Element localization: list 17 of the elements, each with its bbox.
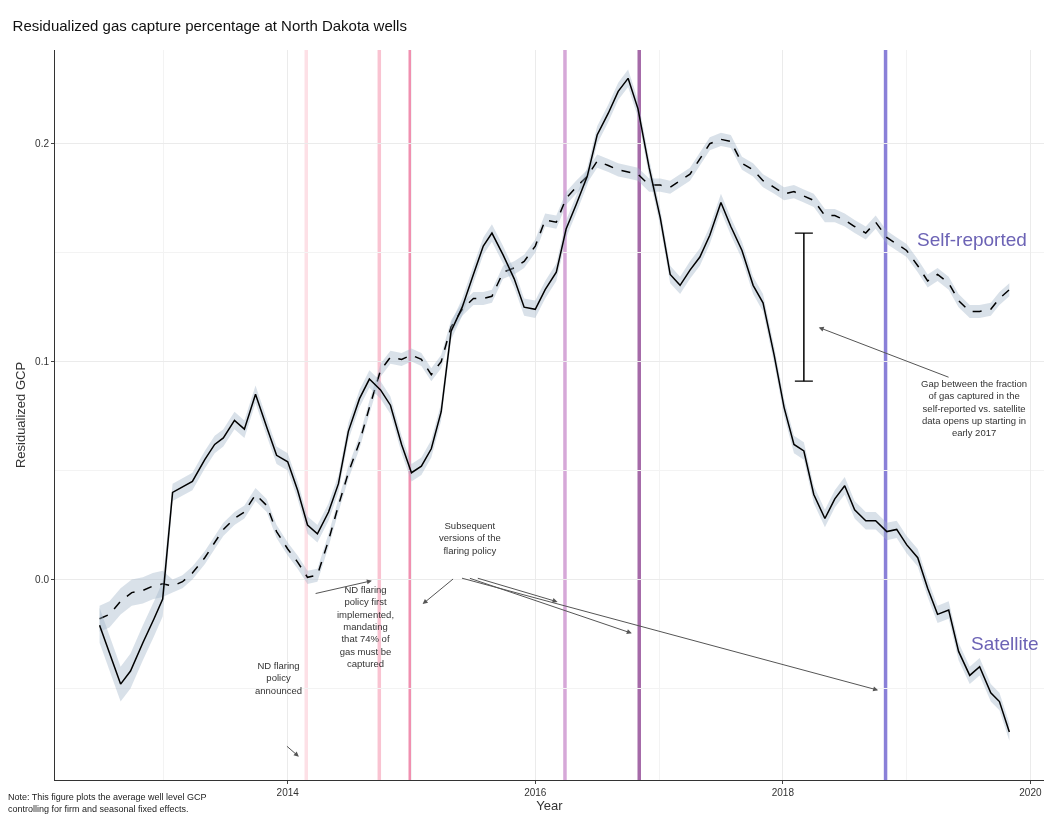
y-tick-label: 0.0 [35,574,50,586]
x-tick-label: 2016 [524,787,547,798]
annotation: Gap between the fraction of gas captured in the self-reported vs. satellite data opens up starting in early 2017 [921,378,1028,439]
x-tick-label: 2020 [1019,787,1042,798]
x-tick-label: 2014 [276,787,300,798]
series-label: Satellite [971,633,1039,654]
y-axis-title: Residualized GCP [13,361,29,469]
chart-title: Residualized gas capture percentage at North Dakota wells [12,16,407,34]
y-tick-label: 0.1 [35,356,50,368]
annotation: ND flaring policy announced [255,660,303,696]
x-tick-label: 2018 [771,787,795,798]
series-label: Self-reported [917,229,1027,250]
text: Note: This figure plots the average well level GCP controlling for firm and seasonal fixed effects. [8,792,207,814]
annotation: ND flaring policy first implemented, mandating that 74% of gas must be captured [337,584,395,670]
annotation: Subsequent versions of the flaring policy [439,520,501,556]
y-tick-label: 0.2 [35,138,50,150]
x-axis-title: Year [536,798,564,813]
